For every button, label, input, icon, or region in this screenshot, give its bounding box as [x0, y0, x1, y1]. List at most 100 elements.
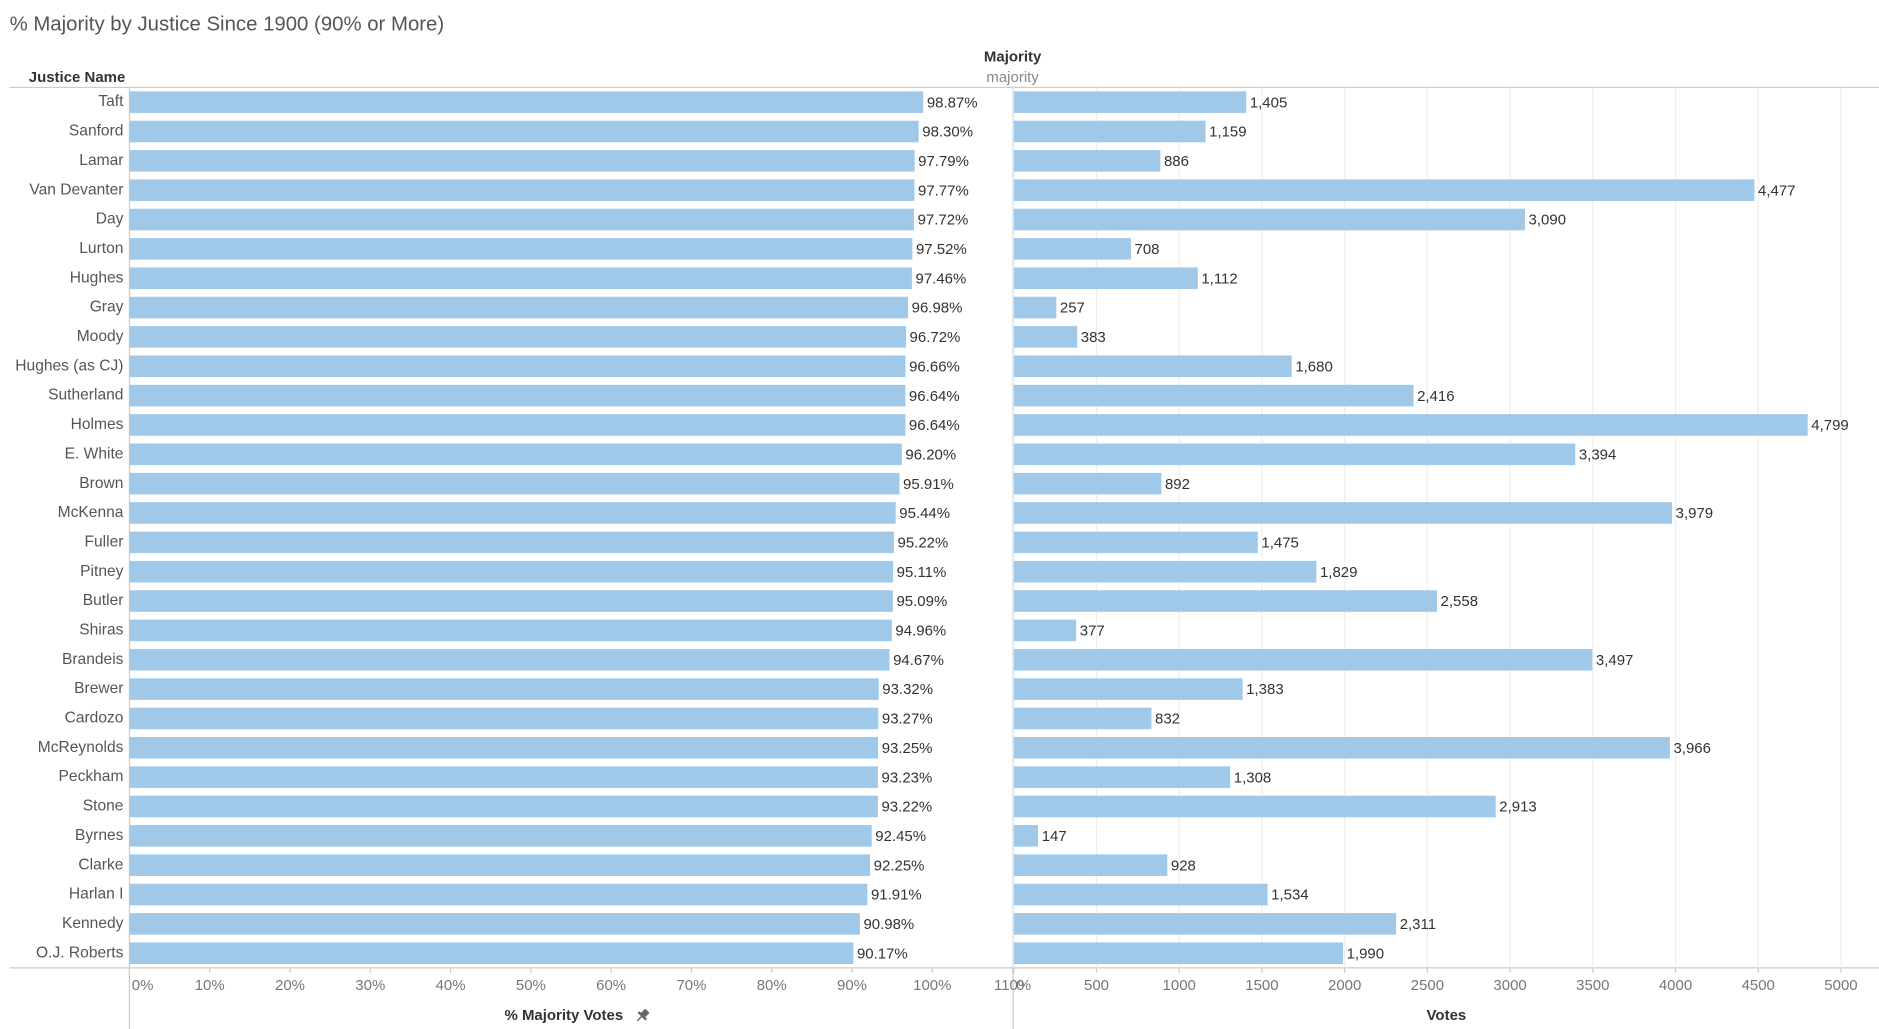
bar: [1013, 560, 1317, 583]
category-label: Van Devanter: [29, 181, 123, 198]
x-tick-label: 0%: [132, 977, 154, 994]
value-label: 1,680: [1295, 358, 1332, 375]
category-label: Clarke: [78, 856, 123, 873]
bar: [129, 648, 890, 671]
bar: [1013, 355, 1292, 378]
value-label: 95.44%: [899, 505, 950, 522]
category-label: Lurton: [79, 240, 123, 257]
category-label: Cardozo: [65, 710, 124, 727]
bar: [1013, 678, 1243, 700]
bar: [129, 472, 900, 495]
x-tick-label: 70%: [676, 977, 706, 994]
value-label: 95.09%: [896, 593, 947, 610]
x-tick-label: 2500: [1411, 977, 1444, 994]
value-label: 93.32%: [882, 681, 933, 698]
x-tick-label: 1000: [1163, 977, 1196, 994]
value-label: 96.20%: [905, 446, 956, 463]
category-label: Byrnes: [75, 827, 124, 844]
category-label: Pitney: [80, 563, 123, 580]
bar: [129, 355, 906, 378]
value-label: 96.98%: [912, 300, 963, 317]
bar: [129, 942, 854, 965]
axis-title: % Majority Votes: [504, 1007, 623, 1024]
value-label: 1,112: [1201, 270, 1237, 287]
category-label: Kennedy: [62, 915, 124, 932]
x-tick-label: 5000: [1824, 977, 1857, 994]
value-label: 97.52%: [916, 241, 967, 258]
category-label: Gray: [90, 299, 124, 316]
x-tick-label: 0: [1016, 977, 1024, 994]
column-subheader: majority: [986, 69, 1039, 86]
bar: [1013, 795, 1496, 818]
bar: [1013, 707, 1152, 730]
x-tick-label: 90%: [837, 977, 867, 994]
value-label: 92.25%: [874, 857, 925, 874]
bar: [129, 825, 872, 847]
value-label: 377: [1080, 623, 1105, 640]
value-label: 928: [1171, 857, 1196, 874]
value-label: 97.72%: [918, 212, 969, 229]
x-tick-label: 1500: [1245, 977, 1278, 994]
category-label: Hughes (as CJ): [15, 357, 123, 374]
value-label: 832: [1155, 711, 1180, 728]
bar: [1013, 238, 1131, 260]
category-label: Taft: [98, 93, 124, 110]
bar: [129, 883, 868, 906]
x-tick-label: 20%: [275, 977, 305, 994]
value-label: 2,416: [1417, 388, 1454, 405]
value-label: 90.98%: [863, 916, 914, 933]
bar: [1013, 472, 1162, 495]
category-label: E. White: [65, 445, 124, 462]
value-label: 3,979: [1676, 505, 1713, 522]
bar: [129, 795, 878, 818]
value-label: 383: [1081, 329, 1106, 346]
category-label: Peckham: [59, 768, 124, 785]
bar: [129, 267, 912, 289]
bar: [1013, 208, 1525, 231]
value-label: 97.79%: [918, 153, 969, 170]
x-tick-label: 4500: [1742, 977, 1775, 994]
bar: [129, 560, 894, 583]
value-label: 3,966: [1673, 740, 1710, 757]
value-label: 1,159: [1209, 124, 1246, 141]
category-label: Harlan I: [69, 886, 124, 903]
value-label: 1,383: [1246, 681, 1283, 698]
category-label: Brown: [79, 475, 123, 492]
x-tick-label: 40%: [436, 977, 466, 994]
value-label: 93.23%: [882, 769, 933, 786]
bar: [1013, 942, 1344, 965]
value-label: 95.22%: [898, 535, 949, 552]
x-tick-label: 2000: [1328, 977, 1361, 994]
value-label: 94.96%: [895, 623, 946, 640]
value-label: 4,799: [1811, 417, 1848, 434]
bar: [1013, 443, 1576, 466]
bar: [1013, 531, 1258, 554]
bar: [1013, 296, 1057, 319]
category-label: O.J. Roberts: [36, 944, 124, 961]
bar: [1013, 619, 1077, 642]
value-label: 4,477: [1758, 182, 1795, 199]
bar: [129, 120, 919, 143]
x-tick-label: 100%: [913, 977, 951, 994]
x-tick-label: 80%: [757, 977, 787, 994]
bar: [129, 590, 893, 612]
bar: [129, 707, 879, 730]
value-label: 147: [1042, 828, 1067, 845]
x-tick-label: 30%: [355, 977, 385, 994]
bar: [129, 678, 879, 700]
value-label: 92.45%: [875, 828, 926, 845]
bar: [1013, 766, 1231, 788]
bar: [1013, 414, 1808, 436]
axis-title: Votes: [1427, 1007, 1467, 1024]
bar: [1013, 267, 1198, 289]
value-label: 892: [1165, 476, 1190, 493]
x-tick-label: 4000: [1659, 977, 1692, 994]
bar: [129, 531, 894, 554]
bar: [129, 913, 860, 935]
bar: [129, 150, 915, 172]
value-label: 1,534: [1271, 887, 1308, 904]
bar: [129, 326, 906, 348]
category-label: Brandeis: [62, 651, 124, 668]
